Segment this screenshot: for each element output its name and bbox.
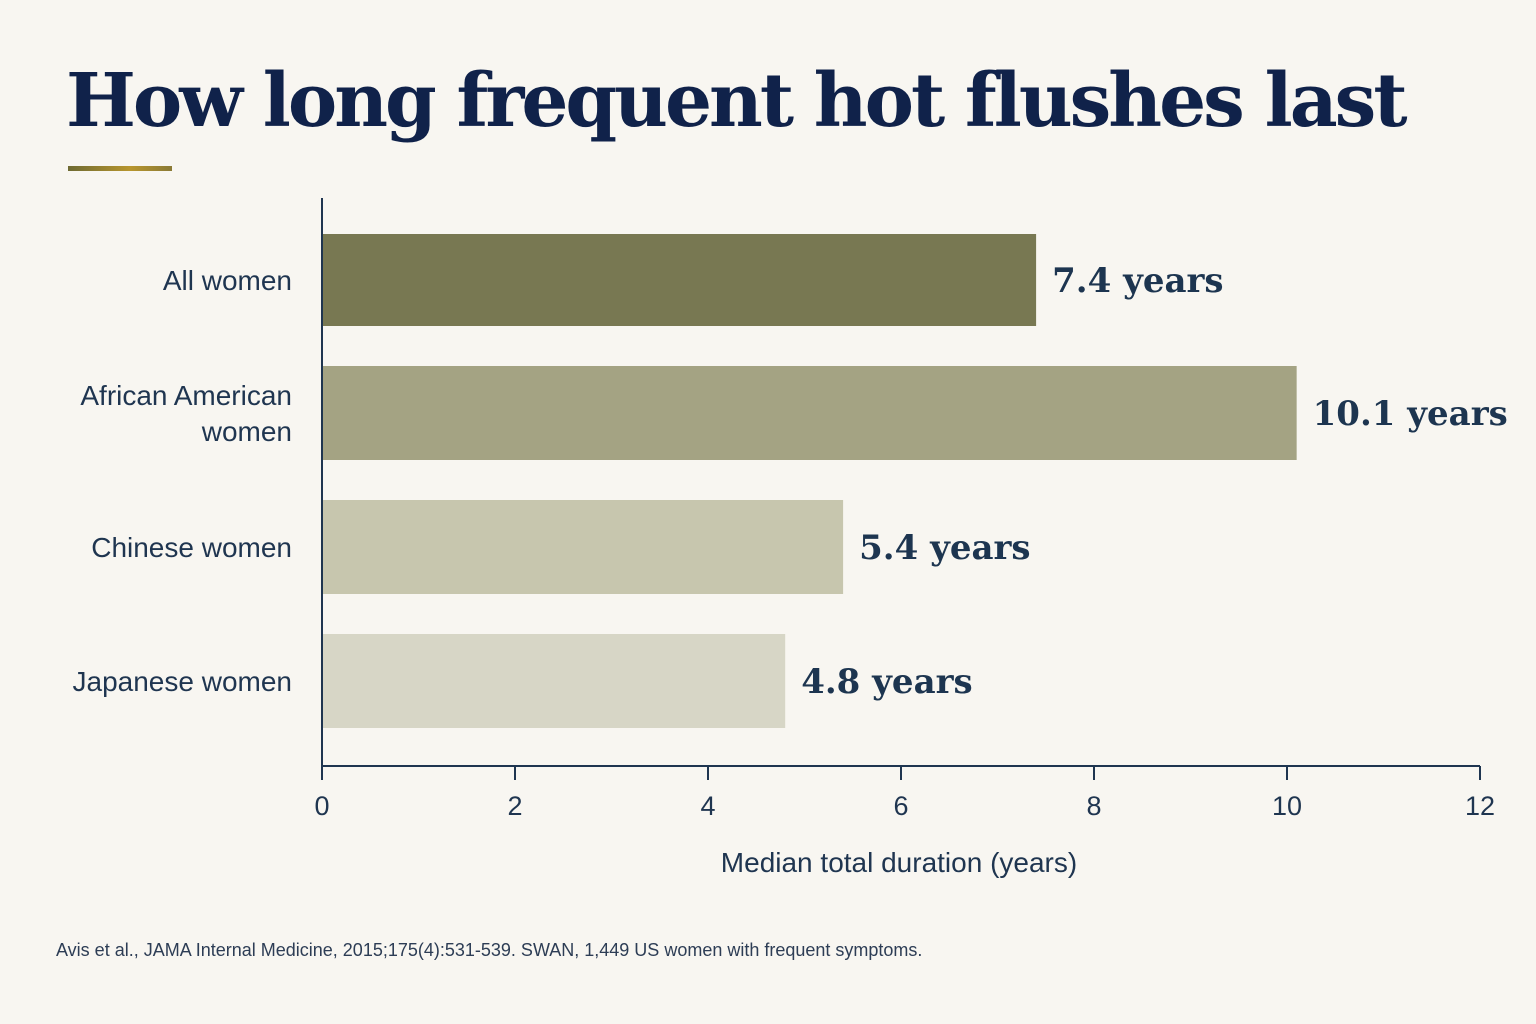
x-tick-label-3: 6	[893, 791, 908, 821]
x-tick-label-4: 8	[1086, 791, 1101, 821]
x-tick-label-2: 4	[700, 791, 715, 821]
x-tick-label-1: 2	[507, 791, 522, 821]
labels-layer: 7.4 years All women 10.1 years African Amer…	[73, 261, 1508, 702]
bar-0	[322, 234, 1037, 326]
value-label-3: 4.8 years	[801, 662, 972, 702]
category-label-1-line-0: African American	[80, 380, 292, 411]
category-label-2: Chinese women	[91, 532, 292, 563]
category-label-1-line-1: women	[201, 416, 292, 447]
value-label-0: 7.4 years	[1052, 261, 1223, 301]
x-tick-label-0: 0	[314, 791, 329, 821]
title-underline	[68, 166, 172, 171]
source-note: Avis et al., JAMA Internal Medicine, 201…	[56, 940, 923, 960]
x-axis: 0 2 4 6 8 10 12 Median total duration (years)	[314, 198, 1495, 878]
bars-layer	[322, 234, 1297, 728]
value-label-2: 5.4 years	[859, 528, 1030, 568]
bar-3	[322, 634, 786, 728]
value-label-1: 10.1 years	[1313, 394, 1508, 434]
x-axis-title: Median total duration (years)	[721, 847, 1077, 878]
x-tick-label-5: 10	[1272, 791, 1302, 821]
x-tick-label-6: 12	[1465, 791, 1495, 821]
category-label-0: All women	[163, 265, 292, 296]
category-label-3: Japanese women	[73, 666, 292, 697]
bar-2	[322, 500, 844, 594]
chart-title: How long frequent hot flushes last	[66, 58, 1408, 144]
bar-1	[322, 366, 1297, 460]
